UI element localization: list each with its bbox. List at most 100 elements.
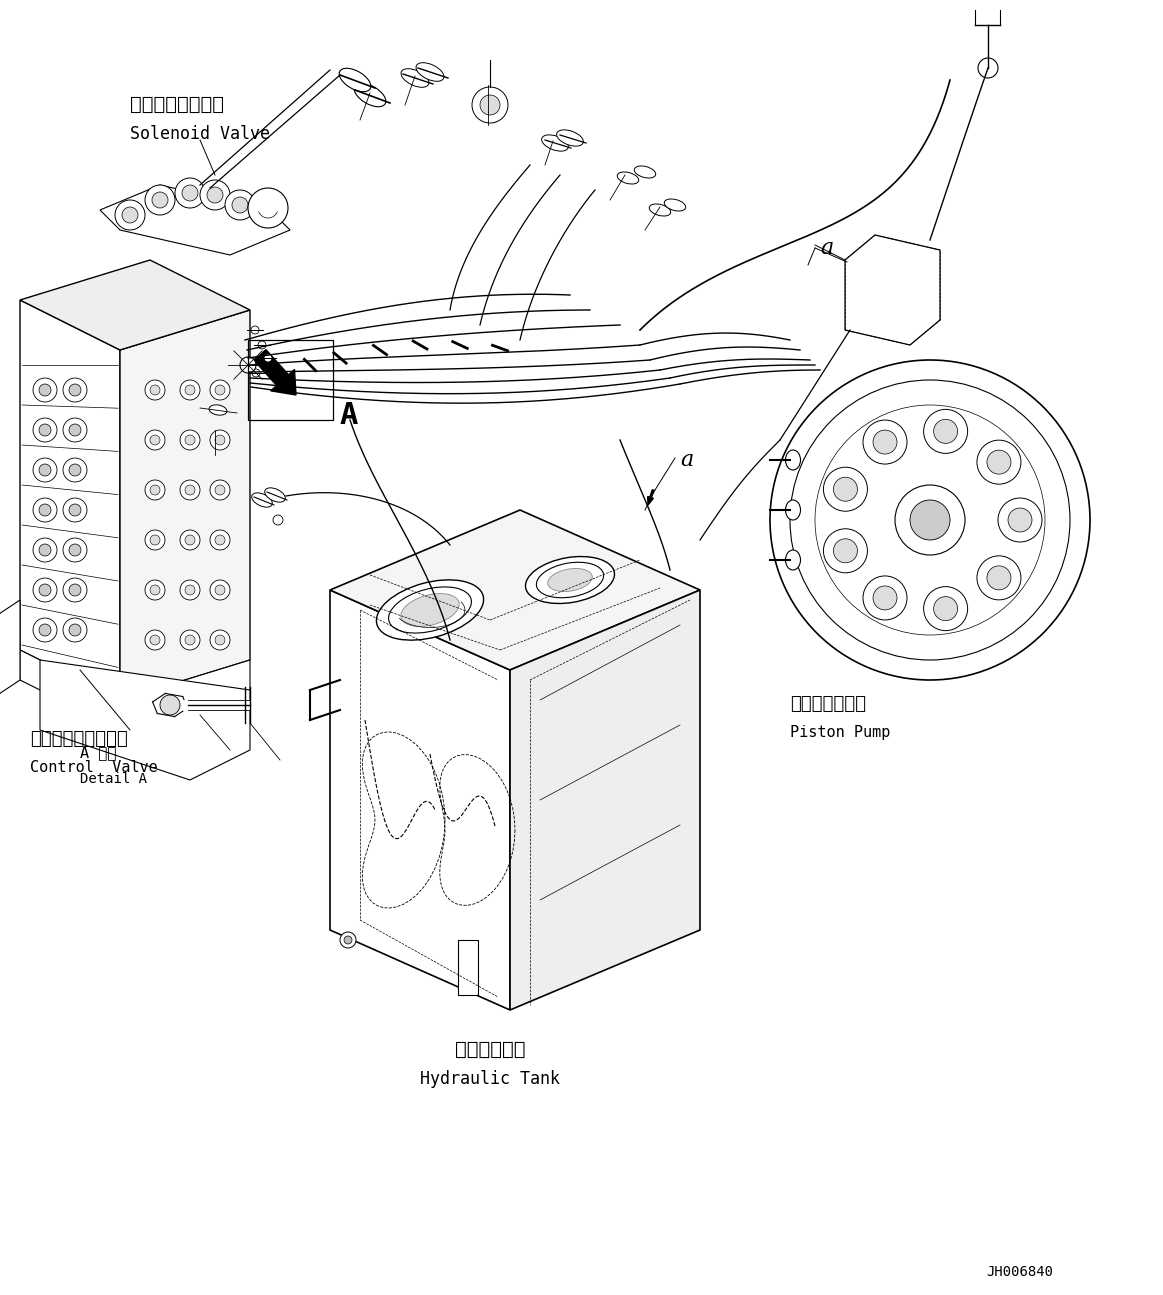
Text: A: A xyxy=(340,400,358,430)
Circle shape xyxy=(240,357,256,373)
Circle shape xyxy=(185,535,195,545)
Circle shape xyxy=(69,385,81,396)
Circle shape xyxy=(33,618,57,642)
Circle shape xyxy=(33,418,57,442)
Circle shape xyxy=(248,188,288,228)
Circle shape xyxy=(211,629,230,650)
Circle shape xyxy=(180,629,200,650)
Circle shape xyxy=(977,440,1021,484)
Circle shape xyxy=(63,537,87,562)
Polygon shape xyxy=(0,600,20,701)
Circle shape xyxy=(69,423,81,436)
Polygon shape xyxy=(20,300,120,701)
Ellipse shape xyxy=(634,166,656,177)
Ellipse shape xyxy=(785,500,800,521)
Text: A 詳細: A 詳細 xyxy=(80,745,116,760)
Circle shape xyxy=(185,486,195,495)
Circle shape xyxy=(211,379,230,400)
Circle shape xyxy=(224,190,255,220)
Circle shape xyxy=(40,544,51,556)
Ellipse shape xyxy=(526,557,614,603)
Circle shape xyxy=(987,451,1011,474)
Circle shape xyxy=(258,341,266,348)
Circle shape xyxy=(211,480,230,500)
Circle shape xyxy=(770,360,1090,680)
Bar xyxy=(248,341,333,420)
FancyArrow shape xyxy=(254,350,297,395)
Circle shape xyxy=(40,464,51,477)
Ellipse shape xyxy=(377,580,484,640)
Ellipse shape xyxy=(401,69,429,87)
Circle shape xyxy=(977,556,1021,600)
Circle shape xyxy=(152,192,167,208)
Text: ソレノイドバルブ: ソレノイドバルブ xyxy=(130,95,224,114)
Circle shape xyxy=(923,587,968,631)
Circle shape xyxy=(344,936,352,944)
Ellipse shape xyxy=(401,593,459,627)
Circle shape xyxy=(69,584,81,596)
Circle shape xyxy=(215,585,224,594)
Circle shape xyxy=(873,430,897,455)
Circle shape xyxy=(790,379,1070,660)
Ellipse shape xyxy=(785,449,800,470)
Circle shape xyxy=(69,504,81,515)
Circle shape xyxy=(63,458,87,482)
Circle shape xyxy=(40,624,51,636)
Circle shape xyxy=(998,499,1042,543)
Ellipse shape xyxy=(785,550,800,570)
Text: Solenoid Valve: Solenoid Valve xyxy=(130,126,270,142)
Ellipse shape xyxy=(536,562,604,598)
Circle shape xyxy=(150,486,160,495)
Circle shape xyxy=(934,420,957,443)
Circle shape xyxy=(823,528,868,572)
Circle shape xyxy=(33,458,57,482)
Circle shape xyxy=(185,385,195,395)
Circle shape xyxy=(180,580,200,600)
Polygon shape xyxy=(20,260,250,350)
Circle shape xyxy=(180,480,200,500)
Ellipse shape xyxy=(542,135,569,152)
Circle shape xyxy=(145,379,165,400)
Text: 作動油タンク: 作動油タンク xyxy=(455,1040,526,1059)
Circle shape xyxy=(122,207,138,223)
Circle shape xyxy=(63,418,87,442)
Circle shape xyxy=(174,177,205,208)
Circle shape xyxy=(150,535,160,545)
Circle shape xyxy=(33,537,57,562)
Circle shape xyxy=(40,423,51,436)
Circle shape xyxy=(69,464,81,477)
Circle shape xyxy=(252,369,261,377)
Circle shape xyxy=(185,585,195,594)
Circle shape xyxy=(33,378,57,401)
Ellipse shape xyxy=(209,405,227,416)
Circle shape xyxy=(63,378,87,401)
Circle shape xyxy=(145,629,165,650)
Circle shape xyxy=(215,635,224,645)
Circle shape xyxy=(69,624,81,636)
Circle shape xyxy=(211,530,230,550)
Circle shape xyxy=(863,576,907,620)
Circle shape xyxy=(834,539,857,563)
Circle shape xyxy=(145,580,165,600)
Circle shape xyxy=(215,435,224,445)
Bar xyxy=(458,940,478,995)
Circle shape xyxy=(40,504,51,515)
Ellipse shape xyxy=(340,69,371,92)
Circle shape xyxy=(150,635,160,645)
Circle shape xyxy=(873,585,897,610)
Ellipse shape xyxy=(416,62,444,82)
Circle shape xyxy=(472,87,508,123)
Circle shape xyxy=(987,566,1011,589)
Circle shape xyxy=(909,500,950,540)
Circle shape xyxy=(145,185,174,215)
Circle shape xyxy=(33,499,57,522)
Circle shape xyxy=(211,430,230,449)
Circle shape xyxy=(69,544,81,556)
Circle shape xyxy=(63,618,87,642)
Text: ピストンポンプ: ピストンポンプ xyxy=(790,695,866,714)
Circle shape xyxy=(264,354,272,363)
Text: コントロールバルブ: コントロールバルブ xyxy=(30,730,128,749)
Circle shape xyxy=(40,385,51,396)
Circle shape xyxy=(480,95,500,115)
Circle shape xyxy=(834,478,857,501)
